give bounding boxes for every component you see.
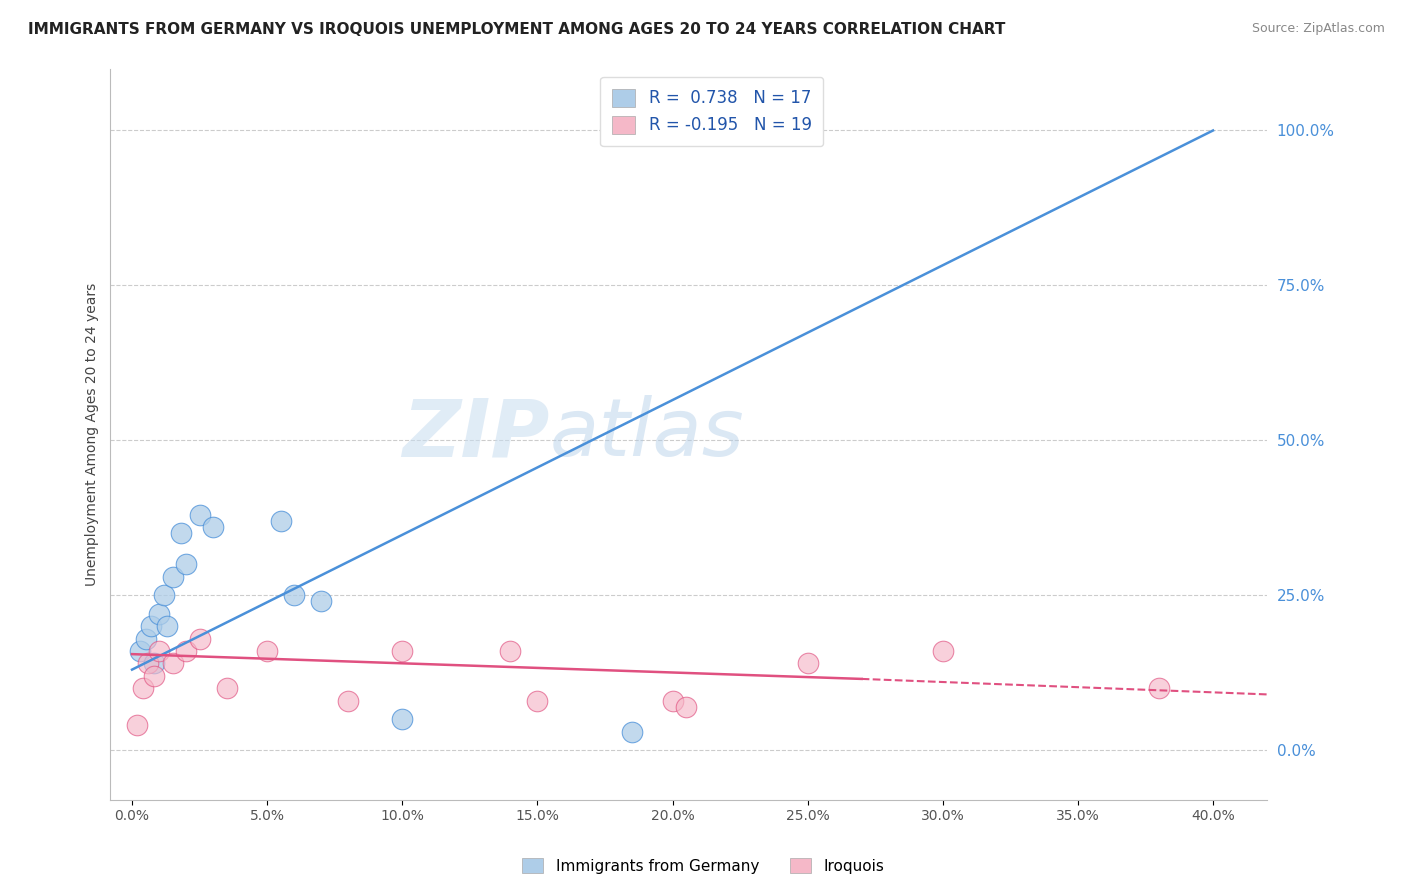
Point — [162, 657, 184, 671]
Point — [188, 508, 211, 522]
Text: atlas: atlas — [550, 395, 745, 473]
Point — [153, 588, 176, 602]
Point — [148, 644, 170, 658]
Point — [135, 632, 157, 646]
Point — [675, 699, 697, 714]
Point — [202, 520, 225, 534]
Point — [283, 588, 305, 602]
Point — [499, 644, 522, 658]
Point — [932, 644, 955, 658]
Point — [142, 657, 165, 671]
Point — [526, 693, 548, 707]
Point — [156, 619, 179, 633]
Point — [309, 594, 332, 608]
Point — [132, 681, 155, 696]
Point — [391, 644, 413, 658]
Point — [148, 607, 170, 621]
Point — [139, 619, 162, 633]
Point — [174, 558, 197, 572]
Point — [142, 669, 165, 683]
Point — [136, 657, 159, 671]
Text: ZIP: ZIP — [402, 395, 550, 473]
Point — [127, 718, 149, 732]
Point — [270, 514, 292, 528]
Point — [796, 657, 818, 671]
Point — [661, 693, 683, 707]
Point — [162, 569, 184, 583]
Point — [174, 644, 197, 658]
Y-axis label: Unemployment Among Ages 20 to 24 years: Unemployment Among Ages 20 to 24 years — [86, 283, 100, 586]
Point — [129, 644, 152, 658]
Point — [337, 693, 360, 707]
Point — [188, 632, 211, 646]
Point — [391, 712, 413, 726]
Legend: R =  0.738   N = 17, R = -0.195   N = 19: R = 0.738 N = 17, R = -0.195 N = 19 — [600, 77, 824, 146]
Text: IMMIGRANTS FROM GERMANY VS IROQUOIS UNEMPLOYMENT AMONG AGES 20 TO 24 YEARS CORRE: IMMIGRANTS FROM GERMANY VS IROQUOIS UNEM… — [28, 22, 1005, 37]
Text: Source: ZipAtlas.com: Source: ZipAtlas.com — [1251, 22, 1385, 36]
Point — [1147, 681, 1170, 696]
Point — [256, 644, 278, 658]
Point — [215, 681, 238, 696]
Point — [170, 526, 193, 541]
Point — [620, 724, 643, 739]
Legend: Immigrants from Germany, Iroquois: Immigrants from Germany, Iroquois — [516, 852, 890, 880]
